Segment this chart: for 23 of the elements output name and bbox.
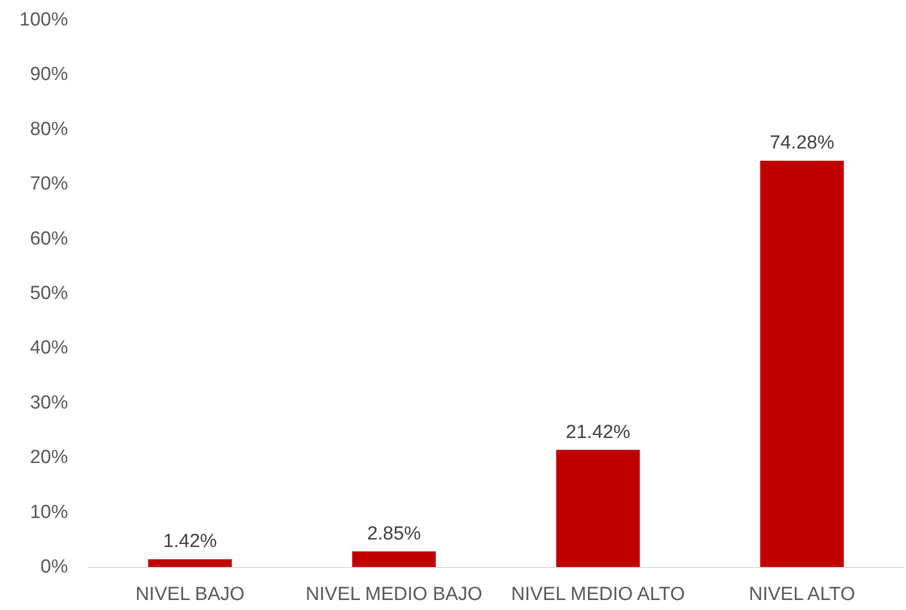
data-label: 1.42% (163, 531, 218, 552)
data-label: 2.85% (367, 523, 422, 544)
bar (148, 559, 232, 567)
data-label: 74.28% (770, 132, 834, 154)
y-tick-label: 30% (30, 392, 68, 414)
y-tick-label: 10% (30, 502, 68, 523)
x-tick-label: NIVEL MEDIO ALTO (511, 584, 685, 605)
bar (760, 160, 844, 567)
x-tick-label: NIVEL MEDIO BAJO (306, 584, 482, 605)
bar (352, 551, 436, 567)
data-label: 21.42% (566, 422, 630, 443)
y-tick-label: 80% (30, 118, 68, 140)
y-tick-label: 20% (30, 447, 68, 468)
y-tick-label: 40% (30, 338, 68, 359)
x-tick-label: NIVEL ALTO (748, 584, 856, 605)
y-tick-label: 60% (30, 228, 68, 250)
x-tick-label: NIVEL BAJO (135, 584, 245, 605)
bar (556, 450, 640, 567)
y-tick-label: 70% (30, 174, 68, 195)
y-tick-label: 100% (19, 10, 68, 30)
y-tick-label: 0% (40, 556, 68, 578)
y-tick-label: 50% (30, 283, 68, 304)
y-tick-label: 90% (30, 64, 68, 86)
